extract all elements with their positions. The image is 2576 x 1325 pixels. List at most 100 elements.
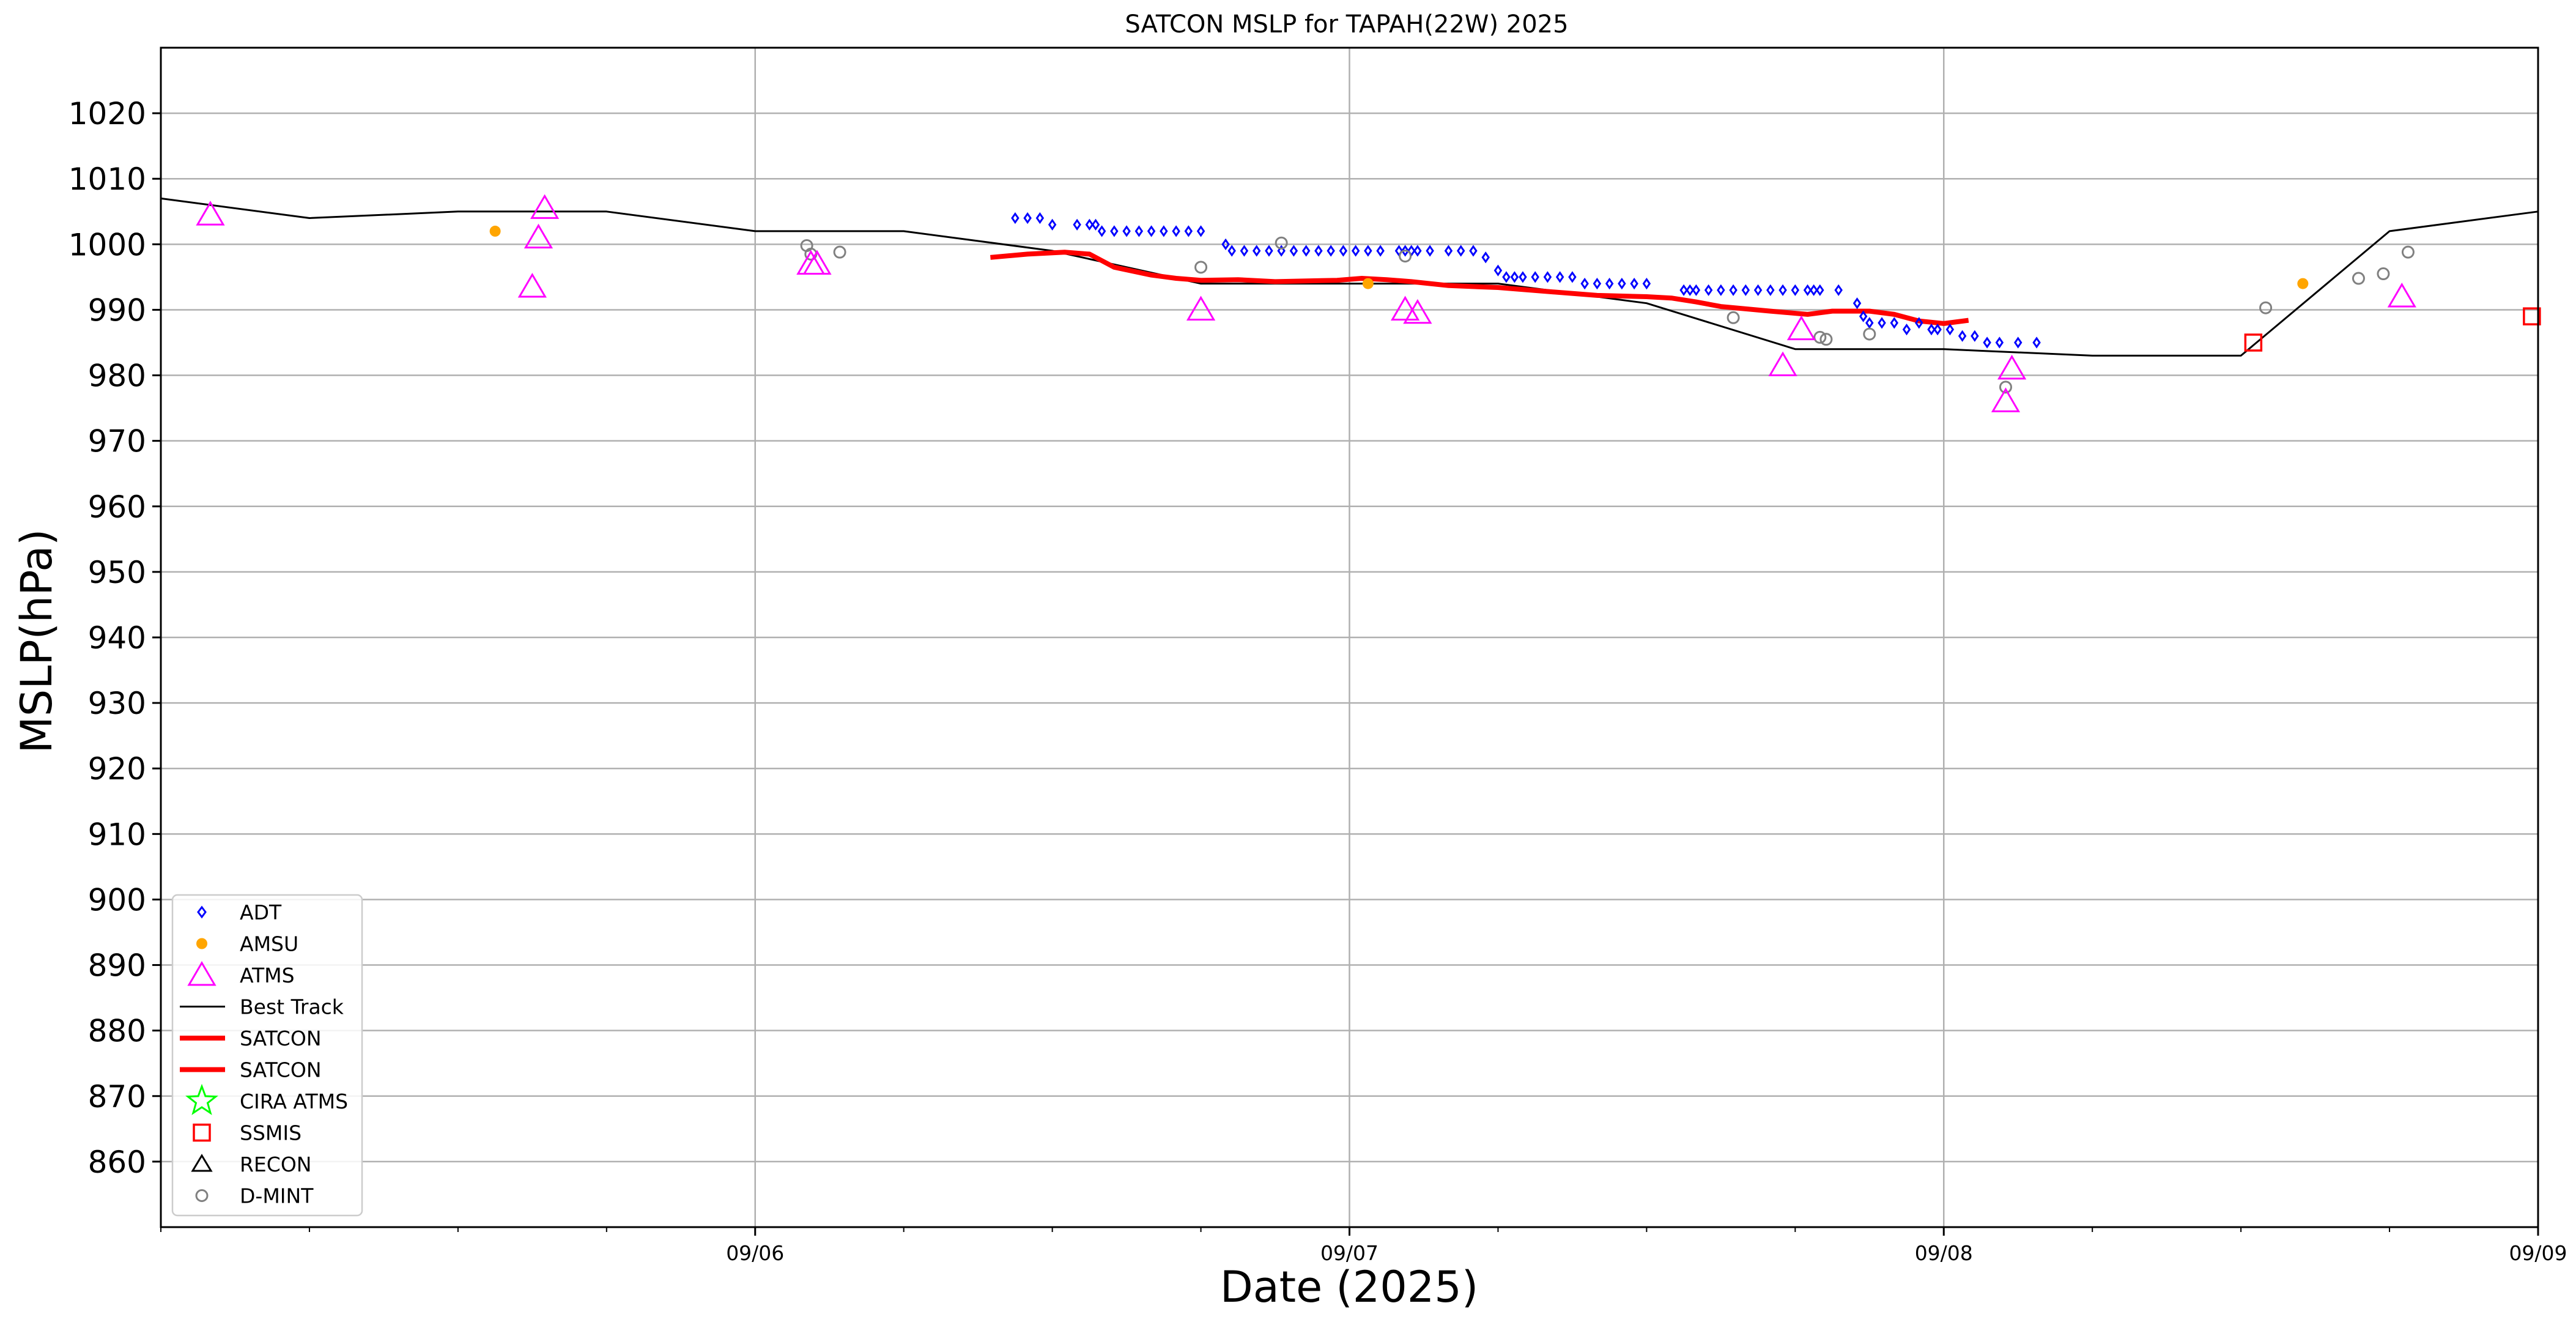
atms-point — [1390, 295, 1420, 321]
adt-point — [1134, 225, 1144, 237]
atms-point — [196, 201, 225, 226]
legend-label: Best Track — [240, 995, 344, 1019]
adt-point — [1865, 317, 1874, 329]
amsu-point — [489, 225, 501, 237]
adt-point — [1401, 245, 1410, 257]
y-tick-label: 870 — [88, 1079, 146, 1115]
ssmis-point — [2523, 307, 2541, 325]
adt-point — [1048, 218, 1057, 231]
adt-point — [1983, 336, 1991, 349]
adt-point — [1519, 271, 1527, 283]
legend-swatch — [191, 1154, 213, 1172]
legend-entry: CIRA ATMS — [185, 1083, 348, 1115]
legend-entry: D-MINT — [195, 1184, 314, 1208]
adt-point — [1469, 245, 1478, 257]
adt-point — [1289, 245, 1298, 257]
adt-point — [1227, 245, 1236, 257]
series-atms — [196, 194, 2416, 412]
legend-label: RECON — [240, 1152, 311, 1176]
atms-point — [1768, 351, 1797, 376]
adt-point — [1927, 323, 1936, 336]
legend: ADT AMSU ATMS Best Track SATCON SATCON CIRA AT… — [171, 894, 363, 1217]
adt-point — [1686, 284, 1694, 296]
adt-point — [1679, 284, 1688, 296]
d-mint-point — [833, 245, 846, 259]
adt-point — [1741, 284, 1750, 296]
adt-point — [1555, 271, 1564, 283]
adt-point — [1753, 284, 1763, 296]
adt-point — [1011, 212, 1020, 225]
y-tick-label: 920 — [88, 751, 146, 787]
adt-point — [1265, 245, 1273, 257]
atms-point — [1786, 315, 1816, 341]
atms-point — [517, 272, 547, 298]
y-tick-label: 880 — [88, 1014, 146, 1049]
adt-point — [1593, 277, 1602, 290]
legend-label: ADT — [240, 900, 282, 924]
adt-point — [1339, 245, 1348, 257]
legend-swatch — [185, 1083, 218, 1115]
adt-point — [1933, 323, 1942, 336]
adt-point — [1531, 271, 1539, 283]
series-ssmis — [2244, 307, 2541, 352]
x-tick-label: 09/07 — [1320, 1241, 1379, 1265]
y-axis: 860 870 880 890 900 910 920 930 940 950 960 970 980 9… — [68, 96, 161, 1180]
adt-point — [1110, 225, 1119, 237]
adt-point — [1630, 277, 1638, 290]
adt-point — [1729, 284, 1738, 296]
legend-entry: SATCON — [180, 1058, 322, 1082]
d-mint-point — [1399, 250, 1412, 263]
adt-point — [1971, 330, 1979, 342]
adt-point — [1958, 330, 1967, 342]
y-tick-label: 860 — [88, 1145, 146, 1180]
adt-point — [1717, 284, 1725, 296]
legend-entry: SATCON — [180, 1026, 322, 1050]
series-satcon — [990, 250, 1969, 326]
adt-point — [1852, 297, 1862, 310]
legend-entry: AMSU — [196, 932, 298, 956]
adt-point — [1778, 284, 1787, 296]
legend-label: ATMS — [240, 963, 295, 987]
atms-point — [1991, 387, 2021, 412]
d-mint-point — [1194, 261, 1208, 274]
adt-point — [1252, 245, 1261, 257]
y-tick-label: 940 — [88, 620, 146, 656]
adt-point — [1890, 317, 1899, 329]
d-mint-point — [1999, 380, 2012, 394]
atms-point — [1403, 299, 1432, 324]
adt-point — [1413, 245, 1422, 257]
chart-title: SATCON MSLP for TAPAH(22W) 2025 — [1125, 10, 1568, 39]
adt-point — [1221, 238, 1230, 250]
adt-point — [1073, 218, 1081, 231]
y-tick-label: 1010 — [68, 161, 146, 197]
adt-point — [1568, 271, 1577, 283]
atms-point — [524, 223, 553, 249]
y-axis-label: MSLP(hPa) — [12, 529, 62, 754]
adt-point — [1314, 245, 1323, 257]
adt-point — [1642, 277, 1651, 290]
d-mint-point — [1863, 327, 1876, 341]
adt-point — [1351, 245, 1360, 257]
adt-point — [1376, 245, 1385, 257]
legend-entry: RECON — [191, 1152, 311, 1176]
amsu-point — [2297, 278, 2309, 289]
adt-point — [1502, 271, 1511, 283]
legend-entry: SSMIS — [193, 1121, 302, 1145]
adt-point — [1809, 284, 1818, 296]
grid — [161, 48, 2539, 1227]
x-axis-label: Date (2025) — [1220, 1262, 1478, 1312]
adt-point — [1277, 245, 1286, 257]
adt-point — [1766, 284, 1775, 296]
legend-swatch — [196, 938, 207, 949]
legend-label: CIRA ATMS — [240, 1089, 348, 1113]
series-d-mint — [800, 236, 2415, 394]
y-tick-label: 950 — [88, 555, 146, 590]
adt-point — [2032, 336, 2041, 349]
adt-point — [1493, 264, 1503, 277]
y-tick-label: 970 — [88, 424, 146, 459]
d-mint-point — [2352, 272, 2365, 285]
d-mint-point — [2401, 245, 2415, 259]
d-mint-point — [2259, 301, 2273, 314]
adt-point — [1902, 323, 1911, 336]
legend-swatch — [193, 1123, 211, 1142]
